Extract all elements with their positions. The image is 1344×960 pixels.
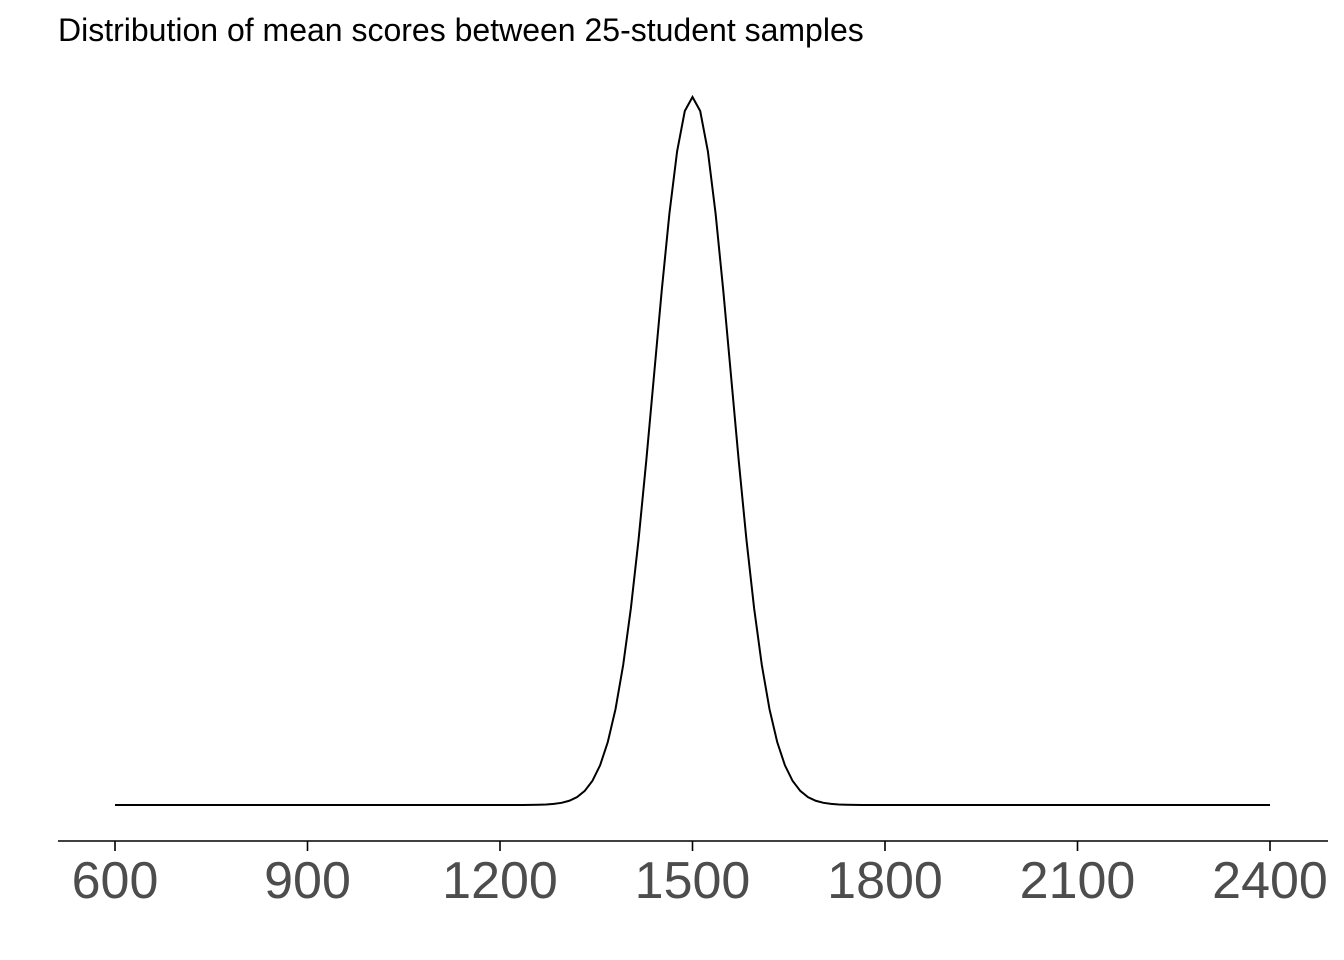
x-axis-ticks: 600 900 1200 1500 1800 2100 2400 [72, 841, 1328, 910]
chart-title: Distribution of mean scores between 25-s… [58, 12, 864, 48]
x-tick-label: 1800 [827, 852, 943, 910]
x-tick-label: 1500 [635, 852, 751, 910]
density-curve [115, 94, 1270, 806]
x-tick-label: 600 [72, 852, 159, 910]
x-tick-label: 900 [264, 852, 351, 910]
x-tick-label: 1200 [442, 852, 558, 910]
x-tick-label: 2100 [1020, 852, 1136, 910]
x-tick-label: 2400 [1212, 852, 1328, 910]
